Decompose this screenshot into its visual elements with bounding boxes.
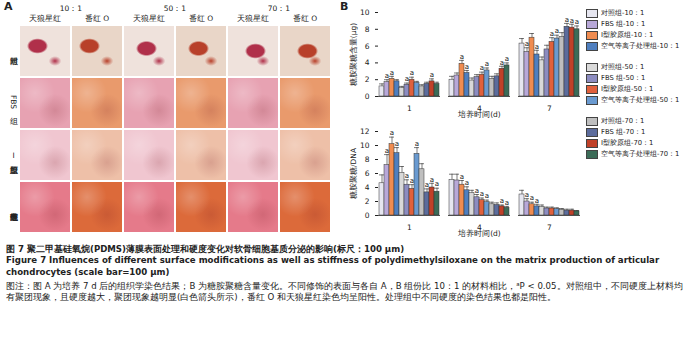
html-text:番红 O: 番红 O xyxy=(292,14,318,23)
svg-text:a: a xyxy=(480,64,484,72)
svg-text:a: a xyxy=(430,71,434,79)
html-text:Ⅰ型胶原组-10：1: Ⅰ型胶原组-10：1 xyxy=(601,31,654,40)
svg-text:a: a xyxy=(390,69,394,77)
svg-text:12: 12 xyxy=(360,127,370,136)
svg-text:糖胺聚糖含量(μg): 糖胺聚糖含量(μg) xyxy=(349,23,358,86)
html-text:70：1: 70：1 xyxy=(267,4,291,13)
svg-text:a: a xyxy=(465,63,469,71)
svg-text:a: a xyxy=(575,18,579,26)
svg-text:4: 4 xyxy=(477,103,482,113)
svg-text:0: 0 xyxy=(365,92,370,101)
svg-text:a: a xyxy=(415,140,419,148)
html-text:天狼星红: 天狼星红 xyxy=(29,14,61,23)
svg-text:a: a xyxy=(385,147,389,155)
svg-text:a: a xyxy=(395,140,399,148)
svg-text:a: a xyxy=(485,60,489,68)
svg-text:a: a xyxy=(550,30,554,38)
svg-text:1: 1 xyxy=(407,223,412,232)
svg-text:0: 0 xyxy=(365,211,370,220)
svg-text:糖胺聚糖/DNA: 糖胺聚糖/DNA xyxy=(349,147,358,199)
html-text:FBS 组: FBS 组 xyxy=(9,94,18,112)
svg-text:a: a xyxy=(525,191,529,199)
html-text:图 7 聚二甲基硅氧烷(PDMS)薄膜表面处理和硬度变化对软: 图 7 聚二甲基硅氧烷(PDMS)薄膜表面处理和硬度变化对软骨细胞基质分泌的影响… xyxy=(6,244,405,254)
html-text:空气等离子处理组-50：1: 空气等离子处理组-50：1 xyxy=(601,96,680,105)
html-text:空气等离子处理组-10：1: 空气等离子处理组-10：1 xyxy=(601,42,680,51)
svg-text:6: 6 xyxy=(365,42,370,51)
svg-text:6: 6 xyxy=(365,169,370,178)
svg-text:a: a xyxy=(390,129,394,137)
svg-text:a: a xyxy=(530,194,534,202)
html-text:对照组-10：1: 对照组-10：1 xyxy=(601,9,645,18)
svg-text:a: a xyxy=(555,27,559,35)
svg-text:4: 4 xyxy=(365,183,370,192)
svg-text:a: a xyxy=(505,55,509,63)
svg-text:7: 7 xyxy=(547,223,552,232)
html-text:Ⅰ型胶原组-70：1: Ⅰ型胶原组-70：1 xyxy=(601,139,654,148)
svg-text:4: 4 xyxy=(365,58,370,67)
svg-text:a: a xyxy=(405,172,409,180)
svg-text:10: 10 xyxy=(360,141,370,150)
svg-text:a: a xyxy=(385,72,389,80)
svg-text:10: 10 xyxy=(360,8,370,17)
svg-text:a: a xyxy=(435,180,439,188)
svg-text:1: 1 xyxy=(407,104,412,113)
svg-text:a: a xyxy=(460,53,464,61)
svg-text:a: a xyxy=(535,197,539,205)
svg-text:a: a xyxy=(500,197,504,205)
html-text:Figure 7 Influences of differe: Figure 7 Influences of different surface… xyxy=(6,255,660,277)
svg-text:a: a xyxy=(430,176,434,184)
html-text:FBS 组-10：1: FBS 组-10：1 xyxy=(601,20,646,29)
html-text:天狼星红: 天狼星红 xyxy=(237,14,269,23)
html-text:10：1: 10：1 xyxy=(59,4,83,13)
svg-text:a: a xyxy=(460,173,464,181)
html-text:Ⅰ型胶原组-50：1: Ⅰ型胶原组-50：1 xyxy=(601,85,654,94)
html-text:对照组-70：1: 对照组-70：1 xyxy=(601,117,645,126)
svg-text:培养时间(d): 培养时间(d) xyxy=(457,229,501,238)
html-text:空气等离子处理组-70：1: 空气等离子处理组-70：1 xyxy=(601,150,680,159)
html-text:天狼星红: 天狼星红 xyxy=(133,14,165,23)
html-text:B: B xyxy=(340,0,349,13)
svg-text:a: a xyxy=(405,75,409,83)
svg-text:a: a xyxy=(535,43,539,51)
html-text:对照组-50：1: 对照组-50：1 xyxy=(601,63,645,72)
svg-text:8: 8 xyxy=(365,25,370,34)
html-text:A: A xyxy=(4,0,13,13)
html-text:番红 O: 番红 O xyxy=(84,14,110,23)
html-text:FBS 组-50：1: FBS 组-50：1 xyxy=(601,74,646,83)
svg-text:a: a xyxy=(475,187,479,195)
svg-text:a: a xyxy=(565,16,569,24)
svg-text:a: a xyxy=(505,199,509,207)
svg-text:8: 8 xyxy=(365,155,370,164)
svg-text:培养时间(d): 培养时间(d) xyxy=(457,110,501,119)
svg-text:a: a xyxy=(410,177,414,185)
html-text:FBS 组-70：1: FBS 组-70：1 xyxy=(601,128,646,137)
svg-text:a: a xyxy=(465,179,469,187)
svg-text:7: 7 xyxy=(547,104,552,113)
svg-text:a: a xyxy=(425,181,429,189)
svg-text:a: a xyxy=(410,69,414,77)
html-text:Ⅰ型胶原组: Ⅰ型胶原组 xyxy=(9,150,18,160)
html-text:番红 O: 番红 O xyxy=(188,14,214,23)
svg-text:2: 2 xyxy=(365,197,370,206)
svg-text:a: a xyxy=(480,190,484,198)
svg-text:4: 4 xyxy=(477,222,482,232)
svg-text:a: a xyxy=(485,192,489,200)
svg-text:a: a xyxy=(500,59,504,67)
svg-text:a: a xyxy=(570,17,574,25)
svg-text:a: a xyxy=(525,40,529,48)
html-text:图注：图 A 为培养 7 d 后的组织学染色结果；B 为糖胺: 图注：图 A 为培养 7 d 后的组织学染色结果；B 为糖胺聚糖含量变化。不同修… xyxy=(6,281,683,303)
svg-text:2: 2 xyxy=(365,75,370,84)
html-text:50：1: 50：1 xyxy=(163,4,187,13)
